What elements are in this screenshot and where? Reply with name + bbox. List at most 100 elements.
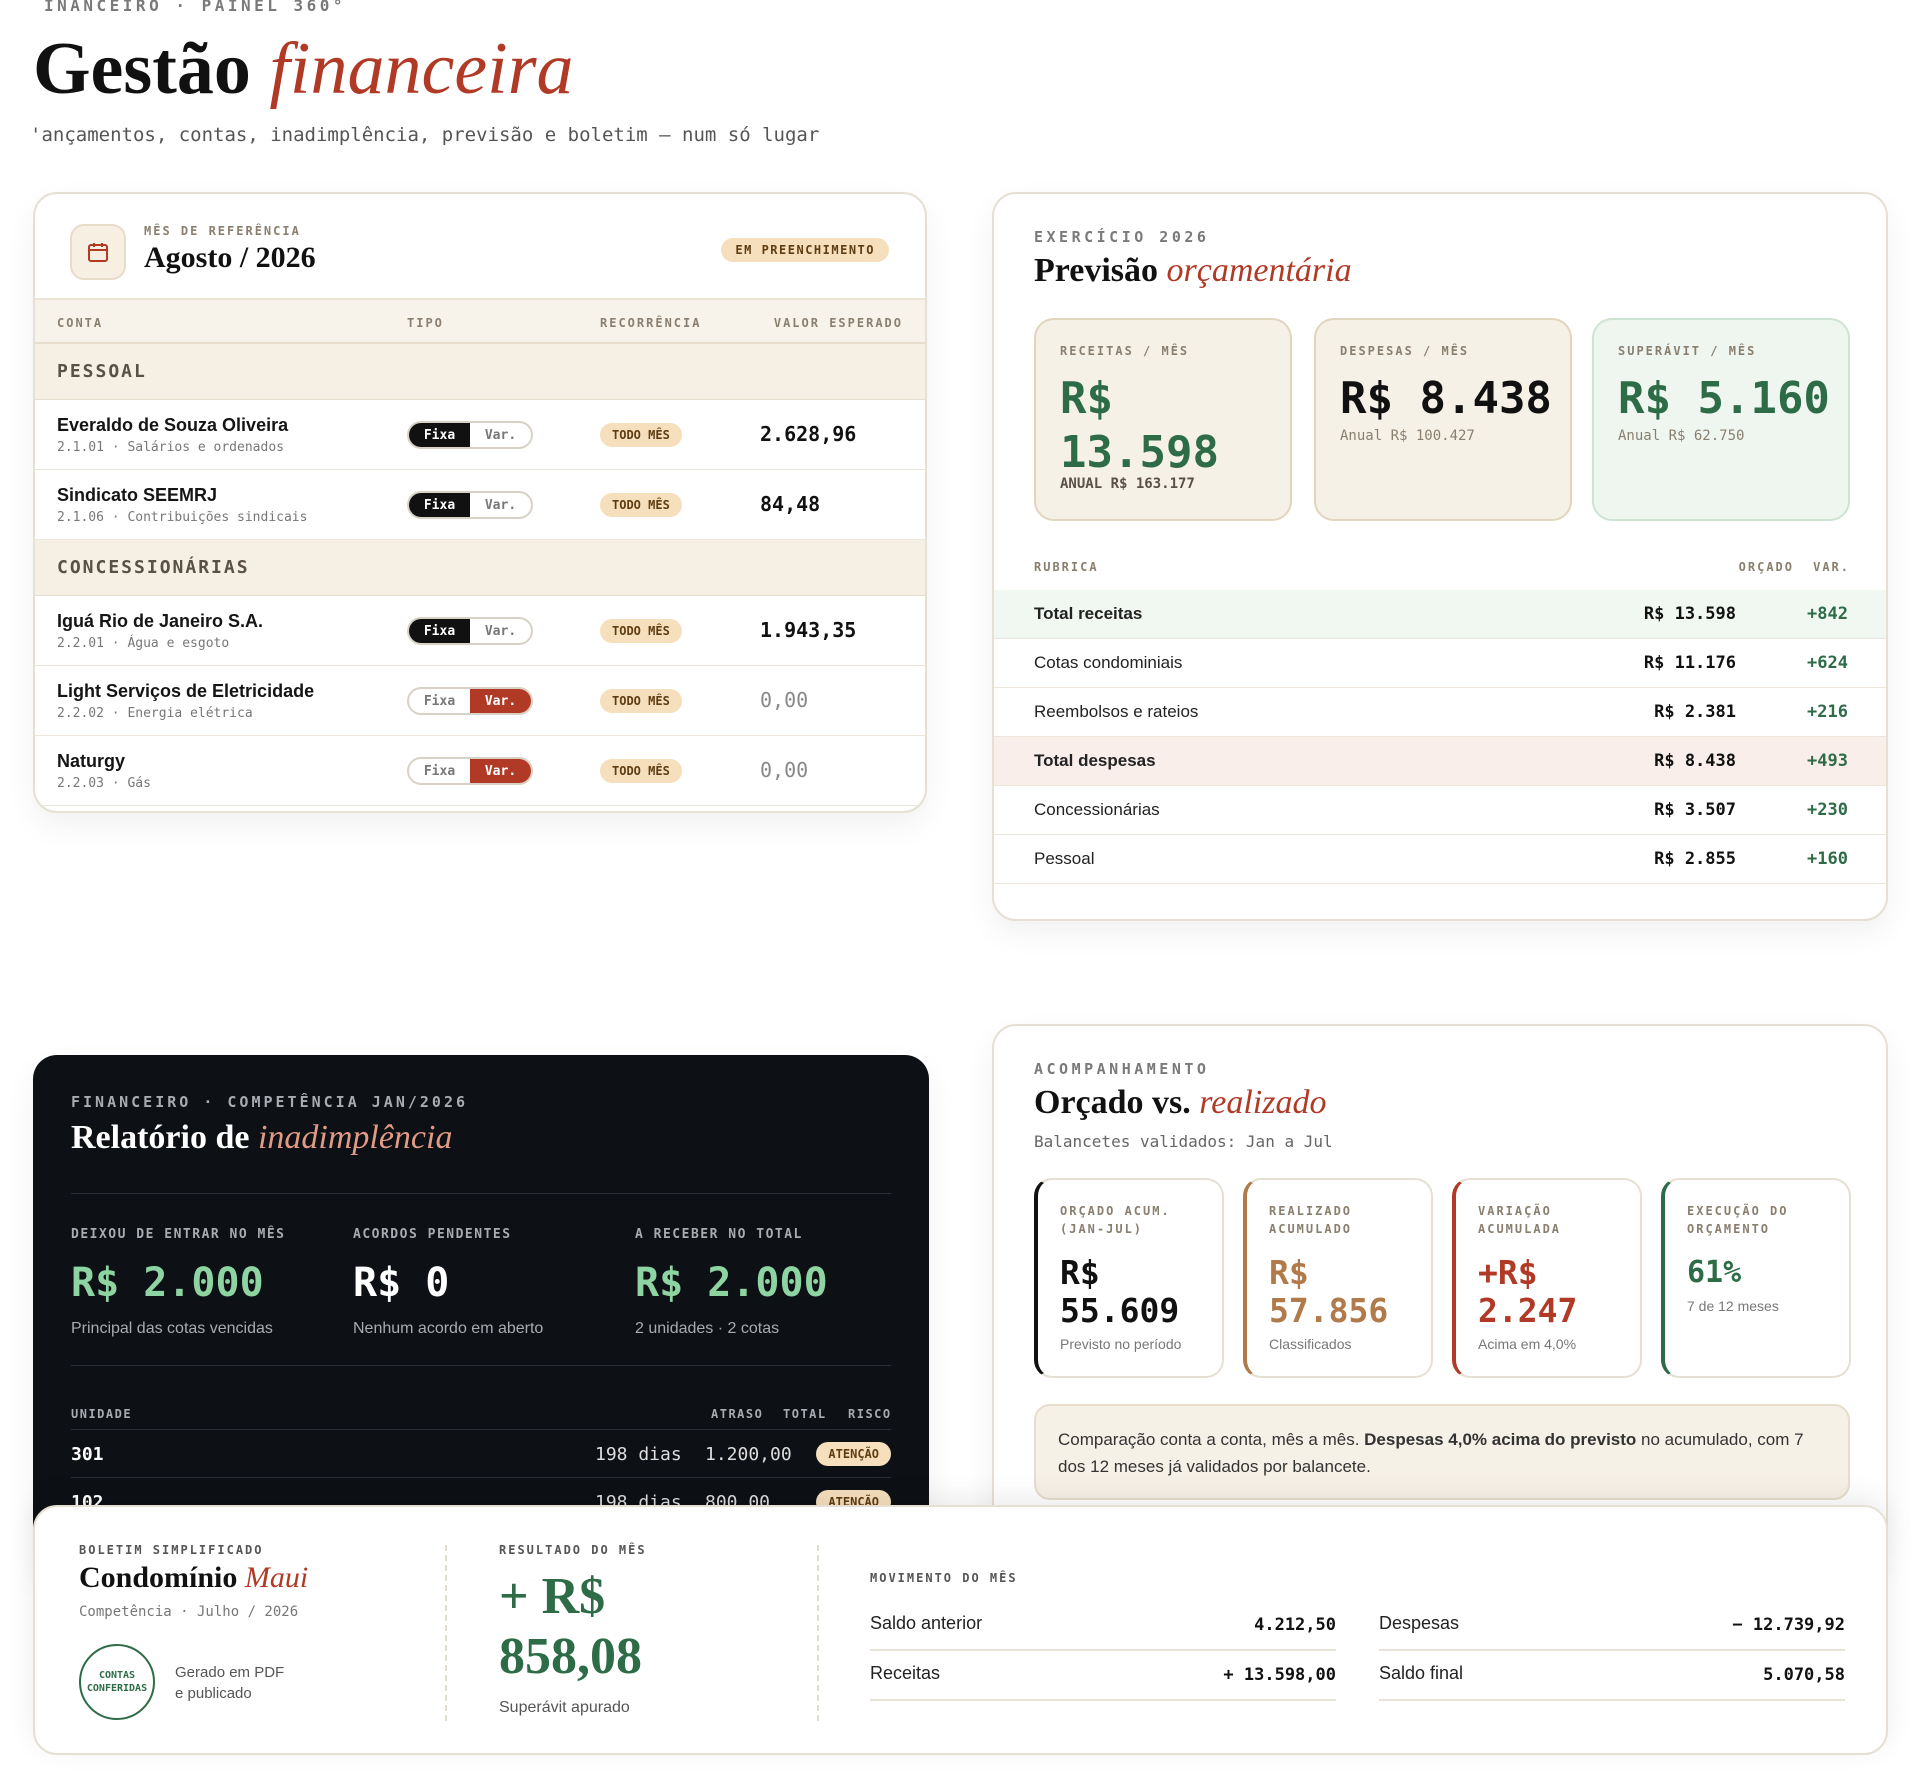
movement-label-text: Saldo final bbox=[1379, 1663, 1464, 1683]
reference-label: MÊS DE REFERÊNCIA bbox=[144, 224, 301, 238]
kpi-total-receivable: A RECEBER NO TOTAL R$ 2.000 2 unidades ·… bbox=[635, 1227, 895, 1338]
comparison-card: EXECUÇÃO DO ORÇAMENTO 61% 7 de 12 meses bbox=[1661, 1178, 1851, 1378]
recurrence-badge: TODO MÊS bbox=[600, 689, 682, 713]
comparison-card-value: +R$ 2.247 bbox=[1478, 1254, 1577, 1330]
comparison-card-value-line-1: 61% bbox=[1687, 1255, 1742, 1290]
kpi-surplus-annual: Anual R$ 62.750 bbox=[1618, 428, 1745, 444]
reference-month-card: MÊS DE REFERÊNCIA Agosto / 2026 EM PREEN… bbox=[33, 192, 927, 813]
note-text-a: Comparação conta a conta, mês a mês. bbox=[1058, 1430, 1365, 1449]
unit-number: 301 bbox=[71, 1444, 104, 1465]
budgeted-value: R$ 13.598 bbox=[1643, 604, 1736, 624]
kpi-expenses-label: DESPESAS / MÊS bbox=[1340, 344, 1470, 358]
bulletin-title-accent: Maui bbox=[244, 1561, 309, 1594]
note-text-c: no acumulado, com 7 dos 12 meses já vali… bbox=[1058, 1430, 1804, 1476]
variation-value: +624 bbox=[1807, 653, 1848, 673]
bulletin-card: BOLETIM SIMPLIFICADO Condomínio Maui Com… bbox=[33, 1505, 1888, 1755]
comparison-card-label: VARIAÇÃO ACUMULADA bbox=[1478, 1204, 1562, 1236]
forecast-title-accent: orçamentária bbox=[1166, 252, 1352, 289]
account-name: Everaldo de Souza Oliveira bbox=[57, 415, 289, 435]
variation-value: +230 bbox=[1807, 800, 1848, 820]
account-name: Naturgy bbox=[57, 751, 126, 771]
expected-value[interactable]: 0,00 bbox=[760, 688, 809, 712]
calendar-icon[interactable] bbox=[70, 224, 126, 280]
page-title-accent: financeira bbox=[269, 28, 574, 110]
table-row[interactable]: Sindicato SEEMRJ 2.1.06 · Contribuições … bbox=[35, 470, 925, 540]
type-option-var[interactable]: Var. bbox=[484, 497, 517, 513]
account-code: 2.2.03 · Gás bbox=[57, 776, 151, 791]
forecast-eyebrow: EXERCÍCIO 2026 bbox=[1034, 228, 1210, 246]
movement-value: 4.212,50 bbox=[1254, 1615, 1336, 1635]
table-row[interactable]: Reembolsos e rateios R$ 2.381 +216 bbox=[994, 688, 1886, 737]
kpi-receivable-label: A RECEBER NO TOTAL bbox=[635, 1227, 803, 1242]
type-toggle[interactable]: Fixa Var. bbox=[407, 491, 533, 519]
type-option-fixa[interactable]: Fixa bbox=[409, 423, 470, 447]
account-group: PESSOAL bbox=[35, 344, 925, 400]
kpi-expenses: DESPESAS / MÊS R$ 8.438 Anual R$ 100.427 bbox=[1314, 318, 1572, 521]
comparison-card-sub: Previsto no período bbox=[1060, 1336, 1182, 1352]
table-row[interactable]: Light Serviços de Eletricidade 2.2.02 · … bbox=[35, 666, 925, 736]
type-option-fixa[interactable]: Fixa bbox=[423, 693, 456, 709]
comparison-card-value-line-2: 57.856 bbox=[1269, 1291, 1389, 1330]
type-option-fixa[interactable]: Fixa bbox=[409, 493, 470, 517]
budgeted-value: R$ 2.381 bbox=[1654, 702, 1736, 722]
variation-value: +842 bbox=[1807, 604, 1848, 624]
type-toggle[interactable]: Fixa Var. bbox=[407, 617, 533, 645]
column-header-total: TOTAL bbox=[783, 1407, 827, 1421]
expected-value[interactable]: 0,00 bbox=[760, 758, 809, 782]
tracking-title-main: Orçado vs. bbox=[1034, 1084, 1191, 1121]
delay-days: 198 dias bbox=[595, 1444, 682, 1465]
comparison-card-sub: Acima em 4,0% bbox=[1478, 1336, 1577, 1352]
rubric-name: Total receitas bbox=[1034, 604, 1143, 623]
comparison-card: VARIAÇÃO ACUMULADA +R$ 2.247 Acima em 4,0… bbox=[1452, 1178, 1642, 1378]
table-row[interactable]: Total receitas R$ 13.598 +842 bbox=[994, 590, 1886, 639]
movement-value: 5.070,58 bbox=[1763, 1665, 1845, 1685]
kpi-surplus-value: R$ 5.160 bbox=[1618, 373, 1830, 424]
table-row[interactable]: Naturgy 2.2.03 · Gás Fixa Var. TODO MÊS … bbox=[35, 736, 925, 806]
comparison-card-value-line-1: +R$ bbox=[1478, 1253, 1538, 1292]
table-row[interactable]: Total despesas R$ 8.438 +493 bbox=[994, 737, 1886, 786]
tracking-title-accent: realizado bbox=[1199, 1084, 1327, 1121]
expected-value[interactable]: 1.943,35 bbox=[760, 618, 857, 642]
column-header-variation: VAR. bbox=[1813, 560, 1850, 574]
table-row[interactable]: Concessionárias R$ 3.507 +230 bbox=[994, 786, 1886, 835]
delinquency-title-accent: inadimplência bbox=[257, 1119, 453, 1156]
movement-value: + 13.598,00 bbox=[1223, 1665, 1336, 1685]
account-code: 2.2.01 · Água e esgoto bbox=[57, 636, 230, 651]
divider bbox=[71, 1365, 891, 1366]
comparison-card-sub: 7 de 12 meses bbox=[1687, 1298, 1779, 1314]
type-option-fixa[interactable]: Fixa bbox=[409, 619, 470, 643]
total-value: 1.200,00 bbox=[705, 1444, 792, 1465]
reference-month[interactable]: Agosto / 2026 bbox=[144, 241, 316, 274]
expected-value[interactable]: 2.628,96 bbox=[760, 422, 857, 446]
type-option-var[interactable]: Var. bbox=[484, 623, 517, 639]
table-row[interactable]: Iguá Rio de Janeiro S.A. 2.2.01 · Água e… bbox=[35, 596, 925, 666]
comparison-card-label: ORÇADO ACUM. (JAN-JUL) bbox=[1060, 1204, 1171, 1236]
account-code: 2.1.06 · Contribuições sindicais bbox=[57, 510, 308, 525]
type-toggle[interactable]: Fixa Var. bbox=[407, 757, 533, 785]
table-row[interactable]: Cotas condominiais R$ 11.176 +624 bbox=[994, 639, 1886, 688]
comparison-card-value: 61% bbox=[1687, 1254, 1741, 1292]
comparison-card-value-line-1: R$ bbox=[1269, 1253, 1309, 1292]
account-name: Iguá Rio de Janeiro S.A. bbox=[57, 611, 264, 631]
table-row[interactable]: Everaldo de Souza Oliveira 2.1.01 · Salá… bbox=[35, 400, 925, 470]
type-toggle[interactable]: Fixa Var. bbox=[407, 421, 533, 449]
type-option-var[interactable]: Var. bbox=[470, 759, 531, 783]
table-row[interactable]: Pessoal R$ 2.855 +160 bbox=[994, 835, 1886, 884]
type-option-var[interactable]: Var. bbox=[484, 427, 517, 443]
account-group-label: PESSOAL bbox=[57, 361, 147, 382]
accounts-table-header: CONTA TIPO RECORRÊNCIA VALOR ESPERADO bbox=[35, 300, 925, 344]
seal-caption-line-1: Gerado em PDF bbox=[175, 1664, 285, 1681]
budgeted-value: R$ 11.176 bbox=[1643, 653, 1736, 673]
movement-final-balance: Saldo final 5.070,58 bbox=[1379, 1651, 1845, 1701]
type-toggle[interactable]: Fixa Var. bbox=[407, 687, 533, 715]
type-option-fixa[interactable]: Fixa bbox=[423, 763, 456, 779]
movement-label-text: Despesas bbox=[1379, 1613, 1460, 1633]
comparison-card-value-line-2: 2.247 bbox=[1478, 1291, 1578, 1330]
comparison-card-value: R$ 57.856 bbox=[1269, 1254, 1388, 1330]
type-option-var[interactable]: Var. bbox=[470, 689, 531, 713]
budget-forecast-card: EXERCÍCIO 2026 Previsão orçamentária REC… bbox=[992, 192, 1888, 921]
expected-value[interactable]: 84,48 bbox=[760, 492, 821, 516]
divider bbox=[817, 1545, 819, 1721]
table-row[interactable]: 301 198 dias 1.200,00 ATENÇÃO bbox=[71, 1429, 891, 1477]
kpi-revenue: RECEITAS / MÊS R$ 13.598 ANUAL R$ 163.17… bbox=[1034, 318, 1292, 521]
